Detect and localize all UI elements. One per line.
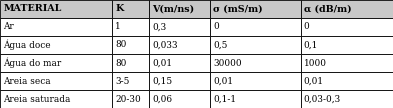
Text: Água doce: Água doce xyxy=(3,40,51,50)
Bar xyxy=(210,54,301,72)
Text: 80: 80 xyxy=(115,40,127,49)
Text: 0: 0 xyxy=(304,22,310,32)
Text: K: K xyxy=(115,5,123,14)
Bar xyxy=(210,90,301,108)
Text: 0,01: 0,01 xyxy=(213,76,233,86)
Bar xyxy=(149,36,210,54)
Text: 0,1-1: 0,1-1 xyxy=(213,94,237,103)
Text: 0,06: 0,06 xyxy=(152,94,173,103)
Bar xyxy=(0,72,112,90)
Text: 0,01: 0,01 xyxy=(304,76,324,86)
Bar xyxy=(0,54,112,72)
Text: Água do mar: Água do mar xyxy=(3,58,61,68)
Text: V(m/ns): V(m/ns) xyxy=(152,5,195,14)
Bar xyxy=(210,18,301,36)
Text: 1: 1 xyxy=(115,22,121,32)
Text: Areia saturada: Areia saturada xyxy=(3,94,70,103)
Text: Areia seca: Areia seca xyxy=(3,76,51,86)
Text: 20-30: 20-30 xyxy=(115,94,141,103)
Bar xyxy=(301,72,393,90)
Bar xyxy=(149,18,210,36)
Bar xyxy=(149,0,210,18)
Text: α (dB/m): α (dB/m) xyxy=(304,5,351,14)
Text: 3-5: 3-5 xyxy=(115,76,130,86)
Bar xyxy=(0,90,112,108)
Text: σ (mS/m): σ (mS/m) xyxy=(213,5,263,14)
Bar xyxy=(149,90,210,108)
Text: 1000: 1000 xyxy=(304,59,327,68)
Bar xyxy=(301,90,393,108)
Text: 0,3: 0,3 xyxy=(152,22,167,32)
Text: 80: 80 xyxy=(115,59,127,68)
Text: 0: 0 xyxy=(213,22,219,32)
Bar xyxy=(210,0,301,18)
Text: 0,033: 0,033 xyxy=(152,40,178,49)
Text: Ar: Ar xyxy=(3,22,14,32)
Bar xyxy=(301,54,393,72)
Bar xyxy=(112,54,149,72)
Bar xyxy=(112,36,149,54)
Text: 0,03-0,3: 0,03-0,3 xyxy=(304,94,341,103)
Text: 0,15: 0,15 xyxy=(152,76,173,86)
Bar xyxy=(112,72,149,90)
Bar xyxy=(112,0,149,18)
Bar xyxy=(210,72,301,90)
Bar xyxy=(301,18,393,36)
Text: 0,01: 0,01 xyxy=(152,59,173,68)
Bar xyxy=(301,0,393,18)
Bar xyxy=(112,90,149,108)
Text: MATERIAL: MATERIAL xyxy=(3,5,62,14)
Bar xyxy=(0,18,112,36)
Bar xyxy=(210,36,301,54)
Bar xyxy=(0,0,112,18)
Bar xyxy=(0,36,112,54)
Bar xyxy=(112,18,149,36)
Bar xyxy=(149,72,210,90)
Bar xyxy=(301,36,393,54)
Bar xyxy=(149,54,210,72)
Text: 0,1: 0,1 xyxy=(304,40,318,49)
Text: 0,5: 0,5 xyxy=(213,40,228,49)
Text: 30000: 30000 xyxy=(213,59,242,68)
